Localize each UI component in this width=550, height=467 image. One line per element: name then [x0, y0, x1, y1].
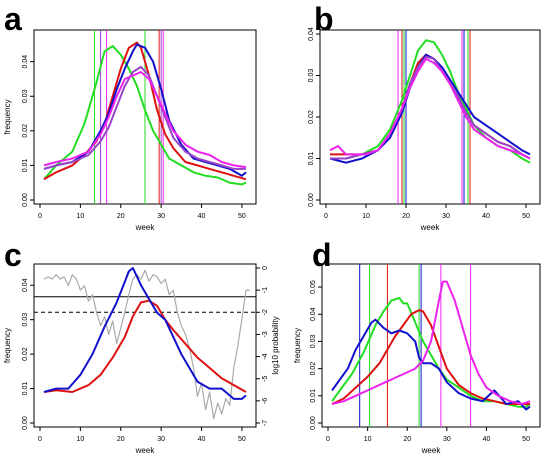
y-tick-label: 0.00: [308, 193, 315, 207]
panel-b: b 0 10 20 30 40 50 0.00 0.01 0.02 0.03 0.04 week: [308, 1, 541, 232]
series-line-magenta: [43, 71, 247, 169]
x-axis-label: week: [135, 446, 156, 455]
y-tick-label: 0.00: [22, 193, 29, 207]
x-tick-label: 30: [442, 213, 450, 220]
y-tick-label: 0.02: [310, 362, 317, 376]
x-tick-label: 20: [117, 436, 125, 443]
y-tick-label: 0.04: [22, 278, 29, 292]
series-line-purple: [43, 65, 246, 170]
x-tick-label: 10: [76, 436, 84, 443]
x-tick-label: 40: [482, 213, 490, 220]
y2-tick-label: -4: [262, 353, 269, 359]
x-tick-label: 0: [324, 213, 328, 220]
x-tick-label: 30: [157, 213, 165, 220]
x-tick-label: 0: [38, 436, 42, 443]
x-tick-label: 40: [483, 436, 491, 443]
series-line-green: [43, 45, 247, 186]
y-tick-label: 0.02: [22, 347, 29, 361]
series-line-red: [43, 299, 247, 393]
y-tick-label: 0.01: [22, 158, 29, 172]
y-axis-label: frequency: [293, 328, 302, 363]
panel-c: c 0 10 20 30 40 50 0.00 0.01 0.02 0.03 0.04 0 -1 -2 -3 -…: [3, 237, 280, 455]
x-tick-label: 40: [198, 213, 206, 220]
x-axis-label: week: [421, 446, 442, 455]
series-line-green: [331, 296, 531, 408]
series-line-gray: [43, 269, 250, 420]
y-axis-label: frequency: [3, 328, 12, 363]
x-tick-label: 50: [238, 213, 246, 220]
y-tick-label: 0.04: [310, 307, 317, 321]
y-tick-label: 0.00: [310, 416, 317, 430]
y2-axis-label: log10 probability: [271, 316, 280, 374]
y2-tick-label: -1: [262, 287, 269, 293]
y-axis-label: frequency: [3, 99, 12, 134]
x-axis-label: week: [420, 223, 441, 232]
y-tick-label: 0.02: [22, 124, 29, 138]
y2-tick-label: -2: [262, 309, 269, 315]
y-tick-label: 0.03: [22, 89, 29, 103]
y-tick-label: 0.04: [22, 55, 29, 69]
x-tick-label: 10: [364, 436, 372, 443]
series-line-blue: [331, 318, 531, 411]
y-tick-label: 0.01: [308, 152, 315, 166]
x-tick-label: 10: [76, 213, 84, 220]
series-line-magenta: [331, 280, 531, 405]
x-tick-label: 30: [443, 436, 451, 443]
x-tick-label: 20: [117, 213, 125, 220]
y-tick-label: 0.03: [310, 335, 317, 349]
x-tick-label: 50: [238, 436, 246, 443]
panel-letter-c: c: [4, 237, 22, 273]
y-tick-label: 0.03: [308, 69, 315, 83]
x-tick-label: 50: [522, 213, 530, 220]
x-tick-label: 50: [522, 436, 530, 443]
y2-tick-label: -5: [262, 376, 269, 382]
y2-tick-label: -3: [262, 331, 269, 337]
x-tick-label: 0: [38, 213, 42, 220]
y-tick-label: 0.01: [22, 382, 29, 396]
panel-letter-a: a: [4, 1, 22, 37]
x-tick-label: 30: [157, 436, 165, 443]
y-tick-label: 0.02: [308, 110, 315, 124]
y-tick-label: 0.04: [308, 27, 315, 41]
x-tick-label: 20: [402, 213, 410, 220]
y-tick-label: 0.03: [22, 313, 29, 327]
plot-frame: [33, 263, 257, 428]
y2-tick-label: -6: [262, 398, 269, 404]
series-line-red: [331, 309, 530, 405]
y2-tick-label: 0: [262, 266, 269, 270]
panel-a: a 0 10 20 30 40 50 0.00 0.01 0.02 0.03 0.04 week freq…: [3, 1, 257, 232]
y-tick-label: 0.05: [310, 280, 317, 294]
x-tick-label: 10: [362, 213, 370, 220]
series-line-purple: [330, 55, 531, 160]
series-line-blue: [43, 267, 247, 400]
panel-d: d0 10 20 30 40 500.000.010.020.030.040.05week…: [293, 237, 541, 455]
plot-frame: [321, 263, 541, 428]
y-tick-label: 0.01: [310, 389, 317, 403]
x-tick-label: 0: [326, 436, 330, 443]
x-tick-label: 40: [198, 436, 206, 443]
x-axis-label: week: [135, 223, 156, 232]
y2-tick-label: -7: [262, 420, 269, 426]
panel-letter-b: b: [314, 1, 334, 37]
y-tick-label: 0.00: [22, 416, 29, 430]
x-tick-label: 20: [403, 436, 411, 443]
series-line-magenta: [329, 57, 531, 160]
